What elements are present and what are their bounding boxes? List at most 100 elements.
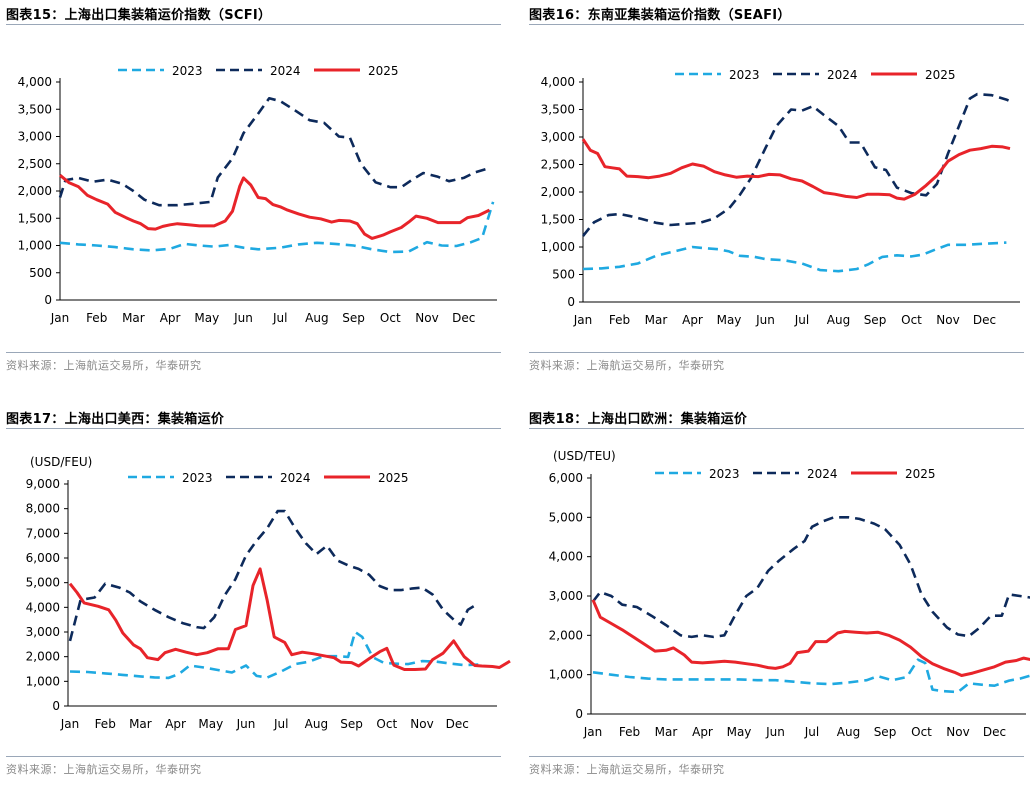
x-tick-label: Oct (380, 311, 401, 325)
series-line-2025 (68, 567, 511, 671)
x-tick-label: Feb (95, 717, 116, 731)
legend-label-2025: 2025 (905, 467, 936, 481)
series-line-2023 (69, 630, 479, 680)
x-tick-label: Dec (446, 717, 469, 731)
y-tick-label: 0 (52, 699, 60, 713)
source-note: 资料来源：上海航运交易所，华泰研究 (6, 763, 202, 776)
line-chart: 0 1,000 2,000 3,000 4,000 5,000 6,000 7,000 8,00… (26, 455, 511, 731)
y-tick-label: 6,000 (549, 471, 583, 485)
x-tick-label: Sep (340, 717, 363, 731)
x-tick-label: Dec (452, 311, 475, 325)
y-tick-label: 1,000 (541, 240, 575, 254)
x-tick-label: Mar (655, 725, 678, 739)
x-tick-label: Jun (233, 311, 253, 325)
panel-title: 图表16：东南亚集装箱运价指数（SEAFI） (529, 8, 791, 23)
chart-panel-seafi: 图表16：东南亚集装箱运价指数（SEAFI） 0 500 1,000 1,500 2,0… (529, 0, 1024, 385)
x-tick-label: Jun (765, 725, 785, 739)
y-tick-label: 2,500 (541, 158, 575, 172)
y-tick-label: 2,000 (18, 184, 52, 198)
y-tick-label: 1,500 (18, 211, 52, 225)
x-tick-label: Jul (804, 725, 819, 739)
series-line-2023 (582, 241, 1007, 273)
series-line-2023 (592, 658, 1030, 694)
chart-panel-us-west: 图表17：上海出口美西：集装箱运价 0 1,000 2,000 3,000 4,000 5… (6, 404, 511, 789)
x-tick-label: Apr (682, 313, 703, 327)
x-tick-label: Apr (165, 717, 186, 731)
x-tick-label: Dec (983, 725, 1006, 739)
x-tick-label: May (717, 313, 742, 327)
x-tick-label: Nov (410, 717, 433, 731)
title-rule (529, 24, 1024, 25)
y-tick-label: 0 (575, 707, 583, 721)
y-tick-label: 3,000 (18, 130, 52, 144)
legend-label-2024: 2024 (827, 68, 858, 82)
y-tick-label: 3,000 (26, 625, 60, 639)
x-tick-label: Aug (305, 717, 328, 731)
series-line-2023 (59, 201, 495, 254)
legend-label-2024: 2024 (807, 467, 838, 481)
line-chart: 0 1,000 2,000 3,000 4,000 5,000 6,000 Jan Feb Mar… (549, 449, 1030, 739)
x-tick-label: May (198, 717, 223, 731)
series-line-2025 (591, 599, 1030, 677)
legend-label-2023: 2023 (729, 68, 760, 82)
x-tick-label: Aug (305, 311, 328, 325)
x-tick-label: Jul (272, 311, 287, 325)
y-tick-label: 4,000 (549, 550, 583, 564)
y-tick-label: 2,000 (541, 185, 575, 199)
x-tick-label: Jan (573, 313, 593, 327)
y-tick-label: 4,000 (541, 75, 575, 89)
title-rule (529, 428, 1024, 429)
x-tick-label: Apr (692, 725, 713, 739)
y-tick-label: 7,000 (26, 526, 60, 540)
y-tick-label: 9,000 (26, 477, 60, 491)
panel-title: 图表18：上海出口欧洲：集装箱运价 (529, 412, 748, 427)
line-chart: 0 500 1,000 1,500 2,000 2,500 3,000 3,500 4,000 J… (541, 68, 1020, 327)
x-tick-label: Apr (160, 311, 181, 325)
panel-title: 图表17：上海出口美西：集装箱运价 (6, 412, 225, 427)
x-tick-label: Mar (122, 311, 145, 325)
x-tick-label: Sep (874, 725, 897, 739)
x-tick-label: Oct (376, 717, 397, 731)
legend-label-2023: 2023 (182, 471, 213, 485)
x-tick-label: Jul (273, 717, 288, 731)
y-tick-label: 1,500 (541, 213, 575, 227)
source-note: 资料来源：上海航运交易所，华泰研究 (6, 359, 202, 372)
y-unit-label: (USD/FEU) (30, 455, 92, 469)
x-tick-label: Mar (129, 717, 152, 731)
x-tick-label: Jun (236, 717, 256, 731)
y-tick-label: 4,000 (18, 75, 52, 89)
x-tick-label: Dec (973, 313, 996, 327)
series-line-2025 (59, 174, 491, 240)
y-tick-label: 5,000 (26, 576, 60, 590)
y-tick-label: 2,500 (18, 157, 52, 171)
source-rule (529, 352, 1024, 353)
y-tick-label: 3,000 (549, 589, 583, 603)
source-rule (6, 756, 501, 757)
y-tick-label: 0 (567, 295, 575, 309)
y-tick-label: 3,000 (541, 130, 575, 144)
x-tick-label: Jul (794, 313, 809, 327)
source-rule (6, 352, 501, 353)
x-tick-label: Nov (936, 313, 959, 327)
legend-label-2024: 2024 (280, 471, 311, 485)
x-tick-label: Nov (946, 725, 969, 739)
source-note: 资料来源：上海航运交易所，华泰研究 (529, 763, 725, 776)
x-tick-label: May (194, 311, 219, 325)
y-tick-label: 500 (552, 268, 575, 282)
source-rule (529, 756, 1024, 757)
y-tick-label: 4,000 (26, 600, 60, 614)
x-tick-label: Aug (827, 313, 850, 327)
title-rule (6, 24, 501, 25)
x-tick-label: Mar (645, 313, 668, 327)
x-tick-label: Aug (837, 725, 860, 739)
x-tick-label: Jan (50, 311, 70, 325)
x-tick-label: Jan (60, 717, 80, 731)
y-tick-label: 1,000 (26, 674, 60, 688)
series-line-2024 (68, 509, 479, 642)
legend-label-2023: 2023 (709, 467, 740, 481)
panel-title: 图表15：上海出口集装箱运价指数（SCFI） (6, 8, 272, 23)
line-chart: 0 500 1,000 1,500 2,000 2,500 3,000 3,500 4,000 J… (18, 64, 497, 325)
x-tick-label: Nov (415, 311, 438, 325)
legend-label-2023: 2023 (172, 64, 203, 78)
y-tick-label: 500 (29, 266, 52, 280)
